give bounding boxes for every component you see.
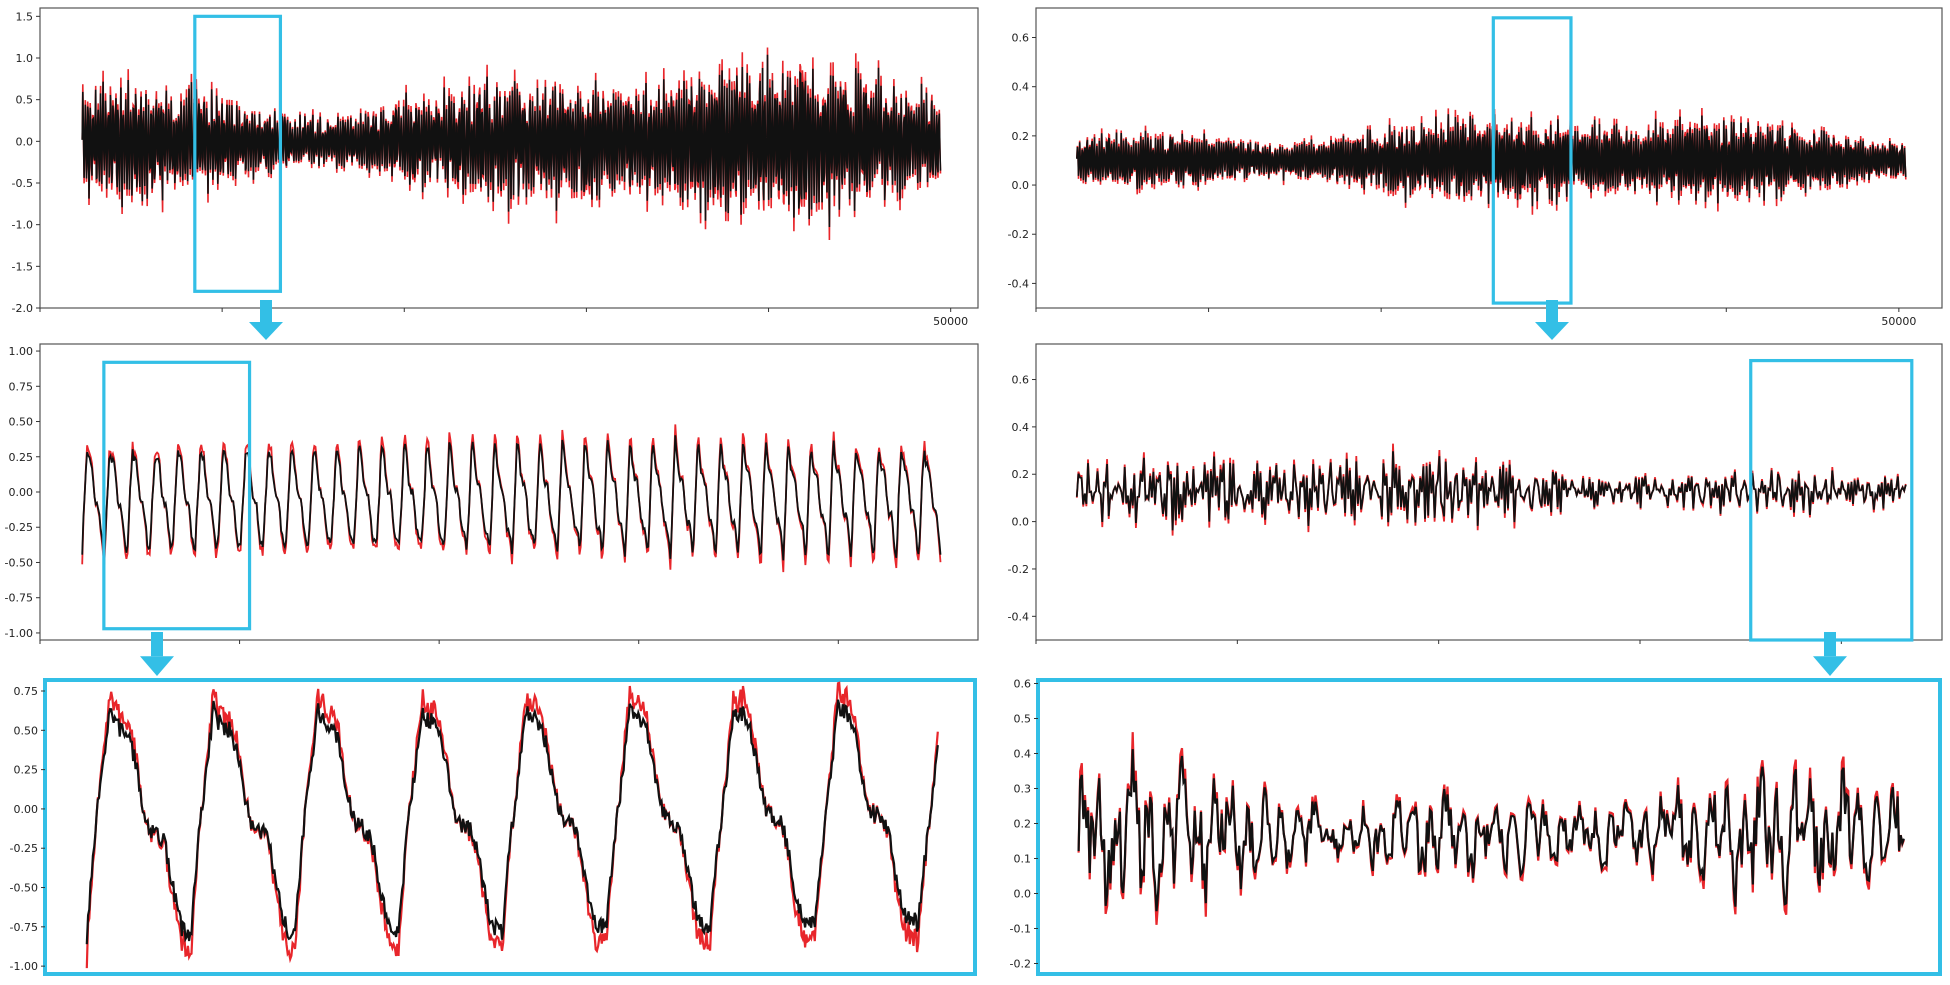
y-tick-label: -0.2 [1008,228,1029,241]
y-tick-label: -0.50 [5,556,33,569]
y-tick-label: 0.0 [16,135,34,148]
y-tick-label: -0.5 [12,177,33,190]
y-tick-label: 0.0 [1012,179,1030,192]
y-tick-label: -0.50 [10,882,38,895]
y-tick-label: 0.50 [14,724,39,737]
series-actual-line [1075,451,1907,531]
x-tick-label: 50000 [933,315,968,328]
y-tick-label: 0.25 [9,451,34,464]
y-tick-label: 0.25 [14,764,39,777]
y-tick-label: 0.5 [1014,713,1032,726]
y-tick-label: 0.5 [16,94,34,107]
y-tick-label: 0.2 [1012,130,1030,143]
y-tick-label: 0.0 [1012,516,1030,529]
y-tick-label: 0.75 [14,685,39,698]
y-tick-label: -1.5 [12,260,33,273]
y-tick-label: 1.00 [9,345,34,358]
y-tick-label: -0.75 [10,921,38,934]
y-tick-label: -0.25 [10,842,38,855]
y-tick-label: -0.4 [1008,610,1029,623]
zoom-arrows [140,300,1847,676]
y-tick-label: -1.00 [5,627,33,640]
zoom-arrow [249,300,283,340]
y-tick-label: -0.1 [1010,923,1031,936]
y-tick-label: 1.0 [16,52,34,65]
y-tick-label: -0.4 [1008,277,1029,290]
y-tick-label: 0.00 [14,803,39,816]
panel-left-detail: 0.75 0.50 0.25 0.00 -0.25 -0.50 -0.75 -1.00 [10,678,977,976]
panel-left-overview: 1.5 1.0 0.5 0.0 -0.5 -1.0 -1.5 -2.0 50000 [12,7,979,328]
panel-right-overview: 0.6 0.4 0.2 0.0 -0.2 -0.4 50000 [1008,7,1943,328]
series-actual-line [1076,114,1907,207]
zoom-arrow [1535,300,1569,340]
y-tick-label: 0.0 [1014,888,1032,901]
y-tick-label: 0.00 [9,486,34,499]
panel-left-zoom: 1.00 0.75 0.50 0.25 0.00 -0.25 -0.50 -0.75 -1.00 [5,343,979,644]
y-tick-label: -0.75 [5,592,33,605]
y-tick-label: 0.2 [1012,468,1030,481]
zoom-region-box [193,14,283,293]
plot-frame [39,343,979,641]
zoom-arrow [140,632,174,676]
y-tick-label: 0.6 [1014,678,1032,691]
y-tick-label: 0.4 [1012,421,1030,434]
series-actual-line [85,699,939,945]
y-tick-label: 0.6 [1012,32,1030,45]
y-tick-label: -1.00 [10,960,38,973]
y-tick-label: 0.1 [1014,853,1032,866]
y-tick-label: 0.50 [9,416,34,429]
series-actual-line [1077,749,1905,912]
panel-right-detail: 0.6 0.5 0.4 0.3 0.2 0.1 0.0 -0.1 -0.2 [1010,678,1942,976]
y-tick-label: -2.0 [12,302,33,315]
panel-right-zoom: 0.6 0.4 0.2 0.0 -0.2 -0.4 [1008,343,1943,644]
zoom-region-box [102,360,252,631]
zoom-arrow [1813,632,1847,676]
y-tick-label: 0.6 [1012,374,1030,387]
y-tick-label: 0.2 [1014,818,1032,831]
y-tick-label: 0.4 [1014,748,1032,761]
y-tick-label: 0.3 [1014,783,1032,796]
y-tick-label: -1.0 [12,219,33,232]
y-tick-label: -0.2 [1010,958,1031,971]
series-actual-line [81,435,942,561]
series-actual-line [81,54,942,228]
y-tick-label: 0.75 [9,380,34,393]
x-tick-label: 50000 [1881,315,1916,328]
y-tick-label: 0.4 [1012,81,1030,94]
y-tick-label: 1.5 [16,10,34,23]
zoom-region-box [1491,16,1573,305]
y-tick-label: -0.25 [5,521,33,534]
y-tick-label: -0.2 [1008,563,1029,576]
